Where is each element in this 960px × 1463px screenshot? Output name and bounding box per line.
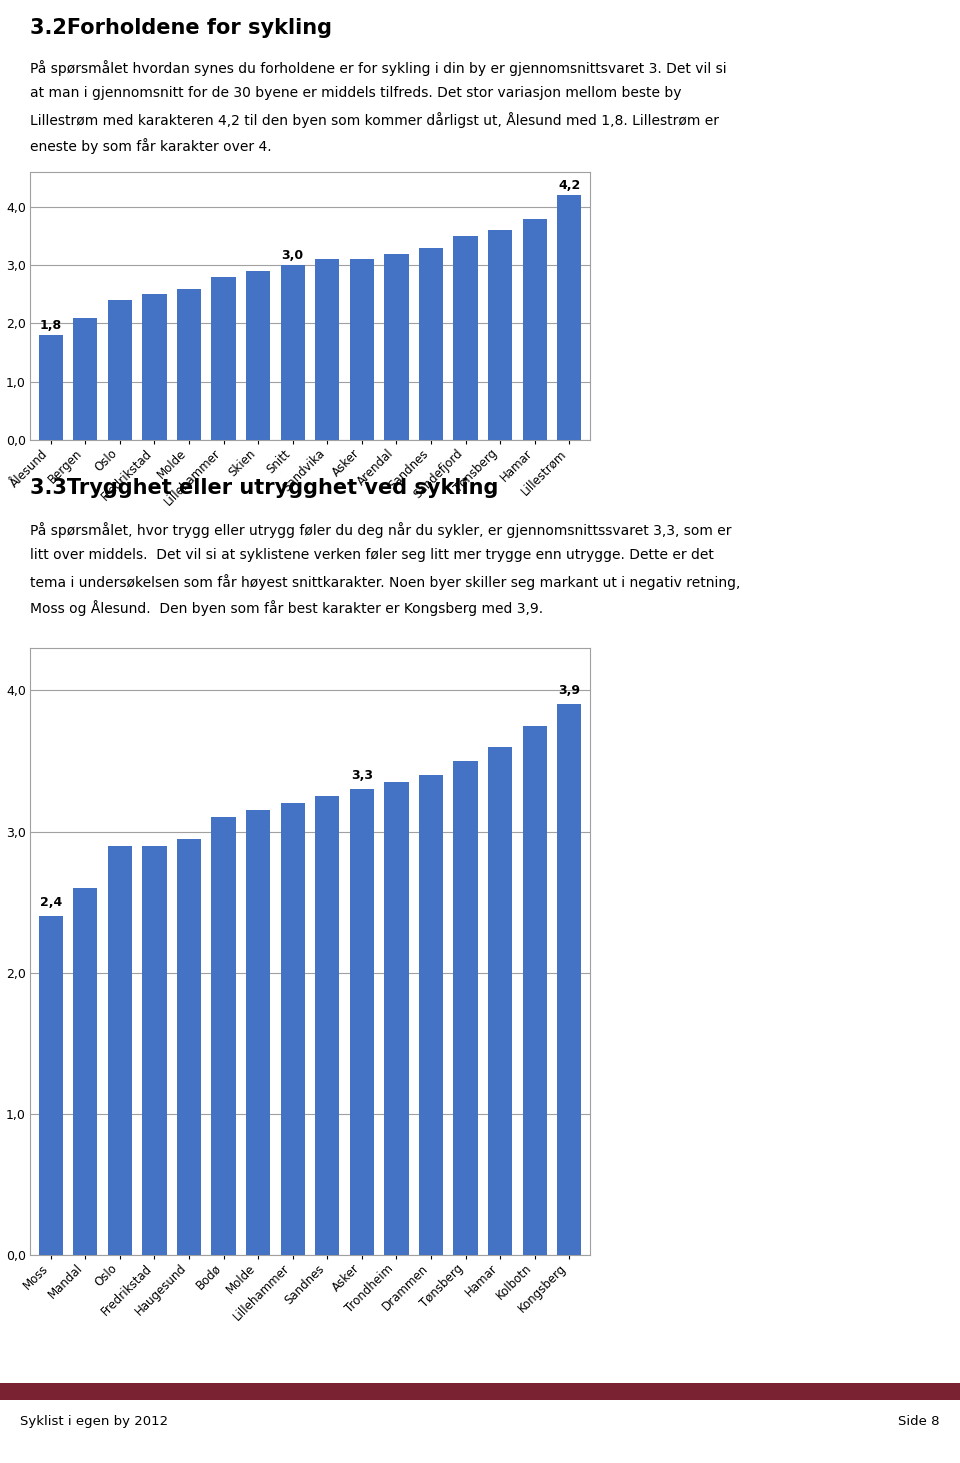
Text: 3.2Forholdene for sykling: 3.2Forholdene for sykling bbox=[30, 18, 332, 38]
Bar bbox=[349, 789, 374, 1255]
Bar bbox=[246, 271, 271, 440]
Bar bbox=[522, 726, 547, 1255]
Bar bbox=[211, 818, 235, 1255]
Bar bbox=[280, 803, 305, 1255]
Bar bbox=[246, 811, 271, 1255]
Bar bbox=[177, 288, 201, 440]
Bar bbox=[419, 247, 444, 440]
Bar bbox=[488, 230, 513, 440]
Text: at man i gjennomsnitt for de 30 byene er middels tilfreds. Det stor variasjon me: at man i gjennomsnitt for de 30 byene er… bbox=[30, 86, 682, 99]
Bar bbox=[108, 300, 132, 440]
Bar bbox=[419, 775, 444, 1255]
Text: 3,9: 3,9 bbox=[559, 685, 580, 698]
Bar bbox=[557, 195, 582, 440]
Text: Side 8: Side 8 bbox=[899, 1415, 940, 1428]
Text: Syklist i egen by 2012: Syklist i egen by 2012 bbox=[20, 1415, 168, 1428]
Bar bbox=[142, 846, 166, 1255]
Text: Moss og Ålesund.  Den byen som får best karakter er Kongsberg med 3,9.: Moss og Ålesund. Den byen som får best k… bbox=[30, 600, 543, 616]
Bar bbox=[557, 705, 582, 1255]
Bar bbox=[453, 761, 478, 1255]
Text: 2,4: 2,4 bbox=[39, 897, 61, 909]
Bar bbox=[73, 888, 97, 1255]
Text: Lillestrøm med karakteren 4,2 til den byen som kommer dårligst ut, Ålesund med 1: Lillestrøm med karakteren 4,2 til den by… bbox=[30, 113, 719, 127]
Text: tema i undersøkelsen som får høyest snittkarakter. Noen byer skiller seg markant: tema i undersøkelsen som får høyest snit… bbox=[30, 573, 740, 590]
Bar bbox=[349, 259, 374, 440]
Text: 4,2: 4,2 bbox=[558, 180, 581, 193]
Bar bbox=[453, 236, 478, 440]
Bar bbox=[38, 916, 62, 1255]
Text: 3,3: 3,3 bbox=[350, 770, 372, 783]
Bar bbox=[38, 335, 62, 440]
Text: 3.3Trygghet eller utrygghet ved sykling: 3.3Trygghet eller utrygghet ved sykling bbox=[30, 478, 498, 497]
Bar bbox=[211, 277, 235, 440]
Bar bbox=[488, 746, 513, 1255]
Bar bbox=[108, 846, 132, 1255]
Bar bbox=[280, 265, 305, 440]
Bar bbox=[384, 783, 409, 1255]
Text: litt over middels.  Det vil si at syklistene verken føler seg litt mer trygge en: litt over middels. Det vil si at syklist… bbox=[30, 549, 714, 562]
Text: 1,8: 1,8 bbox=[39, 319, 61, 332]
Text: 3,0: 3,0 bbox=[281, 249, 303, 262]
Bar bbox=[384, 253, 409, 440]
Bar bbox=[142, 294, 166, 440]
Text: På spørsmålet hvordan synes du forholdene er for sykling i din by er gjennomsnit: På spørsmålet hvordan synes du forholden… bbox=[30, 60, 727, 76]
Bar bbox=[177, 838, 201, 1255]
Bar bbox=[73, 317, 97, 440]
Bar bbox=[315, 796, 340, 1255]
Text: eneste by som får karakter over 4.: eneste by som får karakter over 4. bbox=[30, 138, 272, 154]
Text: På spørsmålet, hvor trygg eller utrygg føler du deg når du sykler, er gjennomsni: På spørsmålet, hvor trygg eller utrygg f… bbox=[30, 522, 732, 538]
Bar bbox=[522, 218, 547, 440]
Bar bbox=[315, 259, 340, 440]
